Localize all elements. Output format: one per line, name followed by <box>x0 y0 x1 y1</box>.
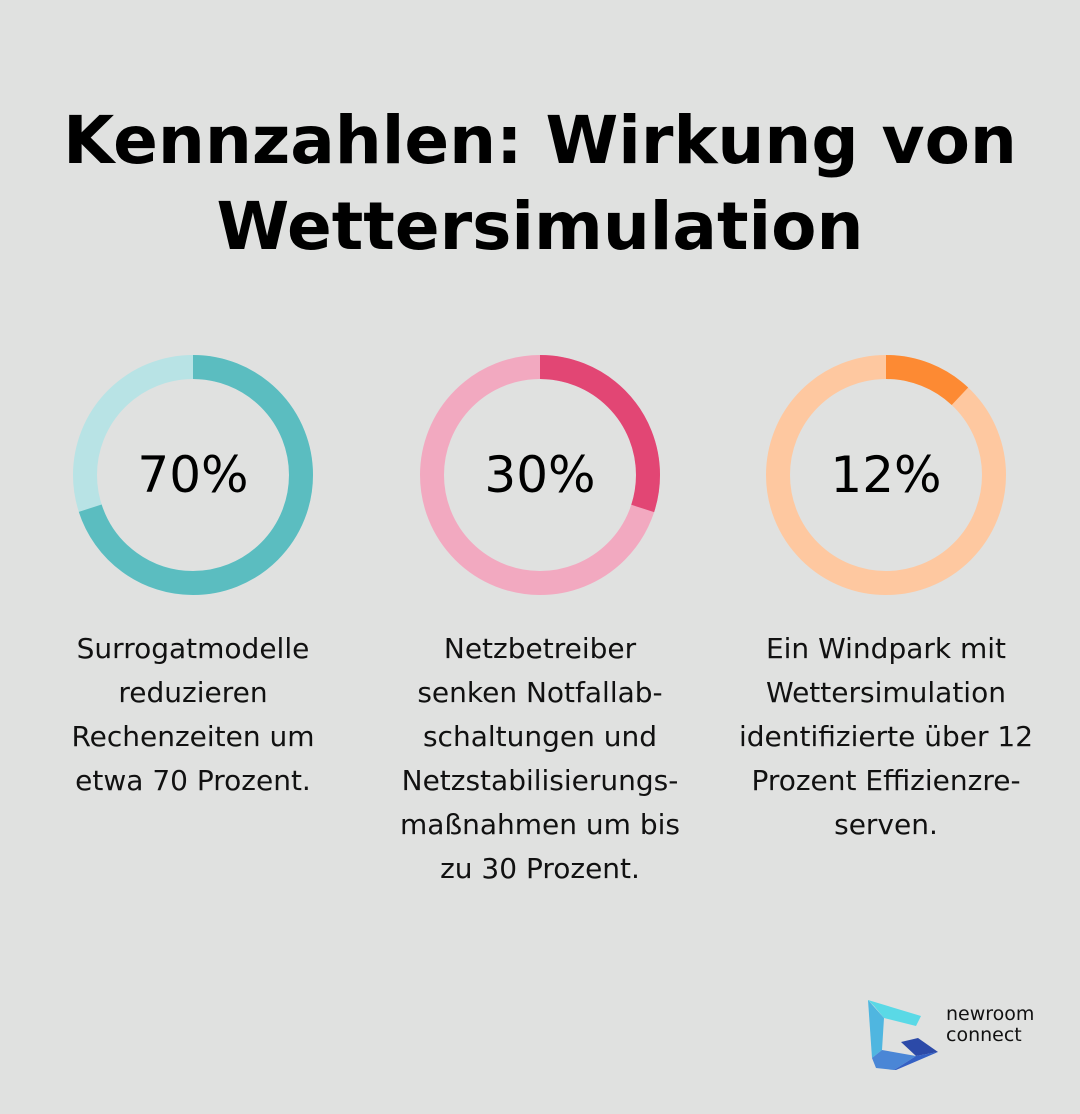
desc-line: zu 30 Prozent. <box>440 852 640 885</box>
donut-ring-3: 12% <box>764 353 1008 597</box>
logo-line-1: newroom <box>946 1003 1035 1025</box>
metric-value-1: 70% <box>137 446 249 504</box>
desc-line: serven. <box>834 808 938 841</box>
desc-line: Surrogatmodelle <box>76 632 310 665</box>
donut-ring-2: 30% <box>418 353 662 597</box>
donut-ring-1: 70% <box>71 353 315 597</box>
desc-line: schaltungen und <box>422 720 658 753</box>
logo-mark-icon <box>868 1000 938 1070</box>
desc-line: Prozent Effizienzre- <box>751 764 1021 797</box>
metric-card-2: 30% Netzbetreiber senken Notfallab- scha… <box>375 353 705 891</box>
metric-card-3: 12% Ein Windpark mit Wettersimulation id… <box>721 353 1051 847</box>
metric-description-1: Surrogatmodelle reduzieren Rechenzeiten … <box>28 627 358 803</box>
desc-line: etwa 70 Prozent. <box>75 764 311 797</box>
ring-svg-3 <box>766 355 1006 595</box>
desc-line: Ein Windpark mit <box>765 632 1007 665</box>
desc-line: Netzstabilisierungs- <box>401 764 679 797</box>
metric-value-2: 30% <box>484 446 596 504</box>
desc-line: reduzieren <box>118 676 268 709</box>
logo-line-2: connect <box>946 1024 1022 1046</box>
logo-text: newroom connect <box>946 1004 1034 1046</box>
metric-card-1: 70% Surrogatmodelle reduzieren Rechenzei… <box>28 353 358 803</box>
desc-line: Netzbetreiber <box>443 632 637 665</box>
title-line-2: Wettersimulation <box>216 188 864 265</box>
metric-value-3: 12% <box>830 446 942 504</box>
ring-svg-2 <box>420 355 660 595</box>
desc-line: identifizierte über 12 <box>738 720 1034 753</box>
newroom-connect-logo: newroom connect <box>866 998 1046 1073</box>
desc-line: maßnahmen um bis <box>400 808 680 841</box>
desc-line: Rechenzeiten um <box>71 720 315 753</box>
title-line-1: Kennzahlen: Wirkung von <box>63 102 1017 179</box>
desc-line: Wettersimulation <box>766 676 1006 709</box>
metric-description-2: Netzbetreiber senken Notfallab- schaltun… <box>375 627 705 891</box>
page-title: Kennzahlen: Wirkung von Wettersimulation <box>0 98 1080 270</box>
metric-description-3: Ein Windpark mit Wettersimulation identi… <box>721 627 1051 847</box>
ring-svg-1 <box>73 355 313 595</box>
desc-line: senken Notfallab- <box>417 676 663 709</box>
